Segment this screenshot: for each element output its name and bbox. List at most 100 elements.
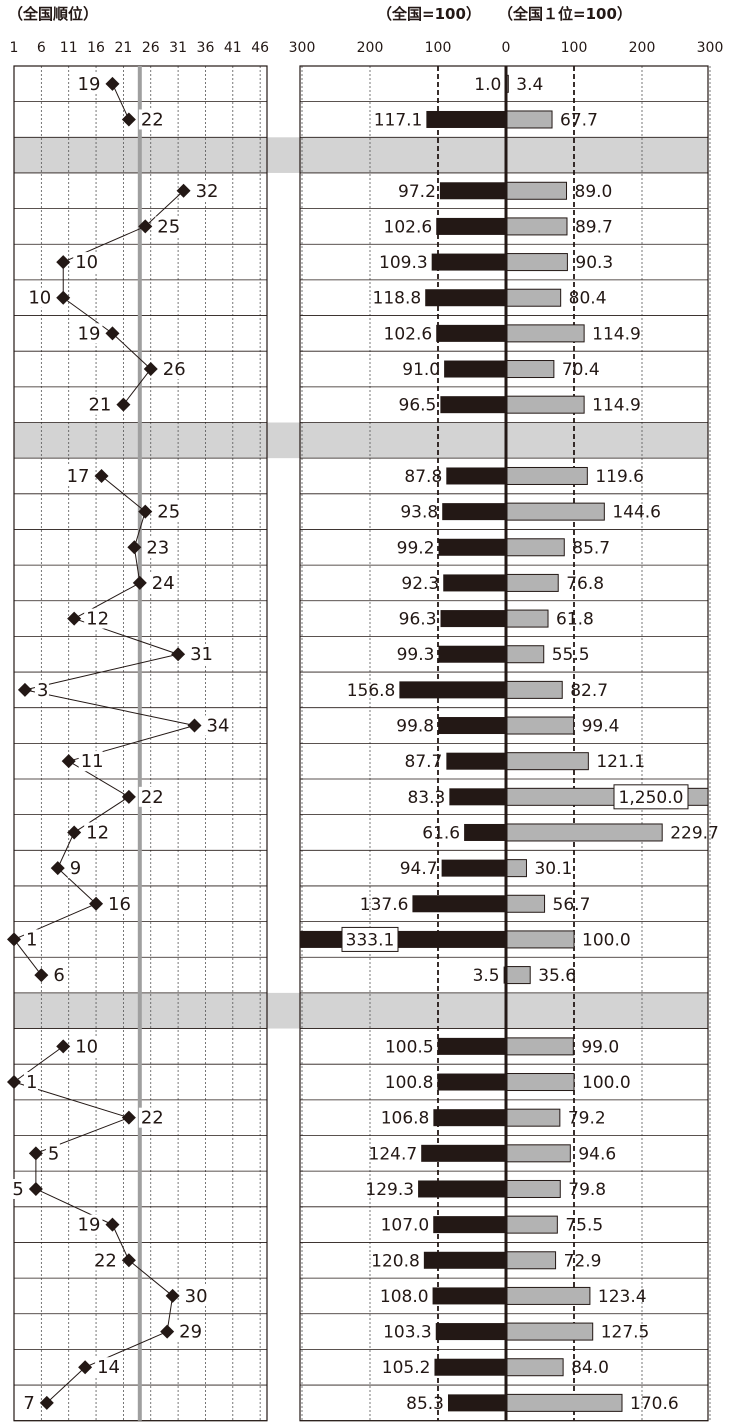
top-value-label: 82.7 (570, 681, 608, 701)
rank-line-segment (112, 1224, 130, 1261)
national-value-label: 156.8 (347, 681, 396, 701)
rank-label-halo (73, 1036, 98, 1057)
rank-label-halo (11, 1178, 26, 1199)
rank-label-halo (24, 1072, 38, 1093)
top-value-label: 99.0 (581, 1037, 619, 1057)
national-value-label: 99.2 (397, 538, 435, 558)
top-bar (505, 1037, 574, 1056)
rank-value-label: 10 (75, 1036, 98, 1057)
rank-label-halo (138, 786, 163, 807)
national-value-label: 87.8 (404, 467, 442, 487)
rank-value-label: 5 (12, 1179, 23, 1200)
rank-line-segment (144, 190, 184, 227)
rank-label-halo (89, 394, 114, 415)
rank-label-halo (84, 822, 109, 843)
rank-line-segment (57, 867, 97, 905)
national-bar (412, 895, 506, 913)
section-band (14, 422, 708, 459)
rank-tick-label: 6 (37, 40, 46, 56)
rank-diamond-marker (94, 468, 109, 483)
rank-diamond-marker (143, 362, 158, 377)
top-value-label: 67.7 (560, 110, 598, 130)
rank-diamond-marker (61, 754, 76, 769)
national-value-label: 96.3 (399, 610, 437, 630)
top-value-label: 89.0 (575, 182, 613, 202)
top-bar (505, 1393, 623, 1412)
rank-diamond-marker (78, 1360, 93, 1375)
top-bar (505, 1215, 558, 1234)
rank-diamond-marker (7, 1075, 21, 1090)
top-value-label: 3.4 (516, 75, 543, 95)
top-bar (505, 1322, 594, 1341)
rank-value-label: 22 (141, 787, 164, 808)
rank-value-label: 31 (190, 644, 213, 665)
rank-label-halo (84, 608, 109, 629)
national-value-label: 100.8 (385, 1073, 434, 1093)
rank-line-segment (133, 511, 146, 548)
rank-diamond-marker (121, 112, 136, 127)
section-band (14, 992, 708, 1029)
rank-tick-label: 31 (169, 40, 187, 56)
rank-diamond-marker (7, 932, 21, 947)
national-bar (432, 1287, 506, 1305)
rank-diamond-marker (50, 861, 65, 876)
rank-label-halo (78, 751, 103, 772)
rank-value-label: 32 (196, 181, 219, 202)
national-value-label: 96.5 (399, 396, 437, 416)
top-value-label: 114.9 (592, 396, 641, 416)
rank-diamond-marker (138, 219, 153, 234)
rank-label-halo (78, 1214, 103, 1235)
national-value-label: 120.8 (371, 1251, 420, 1271)
rank-value-label: 10 (75, 252, 98, 273)
national-bar (418, 1180, 506, 1198)
top-value-label: 114.9 (592, 324, 641, 344)
rank-label-halo (78, 73, 103, 94)
top-value-label: 61.8 (556, 610, 594, 630)
rank-line-segment (24, 689, 195, 727)
national-value-label: 137.6 (360, 895, 409, 915)
rank-value-label: 19 (78, 323, 101, 344)
top-bar (505, 1251, 557, 1270)
rank-value-label: 25 (157, 216, 180, 237)
rank-value-label: 7 (23, 1393, 34, 1414)
rank-value-label: 22 (94, 1250, 117, 1271)
national-value-label: 129.3 (365, 1180, 414, 1200)
rank-diamond-marker (67, 611, 82, 626)
national-value-label: 102.6 (384, 217, 433, 237)
rank-value-label: 1 (26, 929, 37, 950)
rank-diamond-marker (105, 1217, 120, 1232)
national-bar (436, 324, 506, 342)
rank-diamond-marker (67, 825, 82, 840)
top-value-label: 85.7 (572, 538, 610, 558)
rank-line-segment (57, 832, 75, 869)
top-bar (505, 110, 553, 129)
top-value-label: 79.2 (568, 1109, 606, 1129)
national-value-label: 108.0 (380, 1287, 429, 1307)
index-tick-label: 100 (425, 40, 452, 56)
national-value-label: 83.3 (407, 788, 445, 808)
rank-label-halo (73, 252, 98, 273)
rank-value-label: 26 (163, 359, 186, 380)
top-value-label: 80.4 (569, 289, 607, 309)
top-bar (505, 894, 546, 913)
national-value-label: 61.6 (422, 823, 460, 843)
index-tick-label: 200 (357, 40, 384, 56)
rank-value-label: 1 (26, 1072, 37, 1093)
national-bar (421, 1144, 506, 1162)
rank-diamond-marker (160, 1324, 175, 1339)
top-bar (505, 859, 527, 878)
national-value-label: 87.7 (405, 752, 443, 772)
rank-label-halo (149, 572, 174, 593)
top-value-label: 170.6 (630, 1394, 679, 1414)
national-bar (449, 788, 506, 806)
rank-line-segment (112, 83, 130, 120)
top-bar (505, 752, 589, 771)
rank-label-halo (155, 216, 180, 237)
top-bar (505, 966, 531, 985)
rank-diamond-marker (34, 968, 49, 983)
national-bar (426, 110, 506, 128)
top-value-label: 94.6 (578, 1144, 616, 1164)
national-bar (435, 1323, 506, 1341)
national-value-label: 124.7 (369, 1144, 418, 1164)
rank-label-halo (95, 1357, 120, 1378)
